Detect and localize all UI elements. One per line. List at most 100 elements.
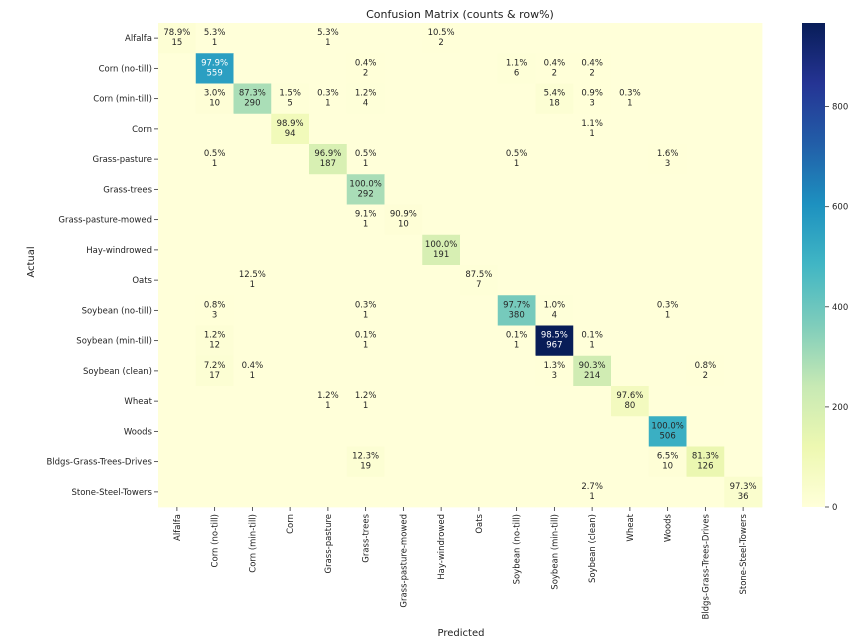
heatmap-cell	[271, 355, 310, 387]
heatmap-cell	[573, 234, 612, 266]
y-tick-label: Corn (no-till)	[99, 64, 152, 74]
y-tick-label: Grass-trees	[103, 185, 152, 195]
heatmap-cell	[233, 265, 272, 296]
cell-count-label: 380	[509, 310, 525, 320]
cell-percent-label: 100.0%	[349, 179, 381, 189]
heatmap-cell	[309, 476, 348, 508]
cell-percent-label: 12.3%	[352, 452, 379, 462]
heatmap-cell	[535, 113, 574, 145]
heatmap-cell	[271, 174, 310, 205]
heatmap-cell	[724, 416, 763, 447]
cell-count-label: 191	[433, 250, 449, 260]
cell-percent-label: 0.4%	[544, 58, 566, 68]
heatmap-cell	[724, 446, 763, 478]
heatmap-cell	[309, 355, 348, 387]
heatmap-cell	[724, 325, 763, 357]
heatmap-cell	[648, 476, 687, 508]
heatmap-cell	[309, 446, 348, 478]
heatmap-cell	[724, 204, 763, 236]
cell-percent-label: 1.0%	[544, 300, 566, 310]
x-tick-label: Hay-windrowed	[437, 514, 447, 580]
cell-count-label: 4	[363, 99, 368, 109]
heatmap-cell	[422, 23, 461, 54]
heatmap-cell	[346, 144, 385, 175]
heatmap-cell	[611, 144, 650, 175]
heatmap-cell	[233, 476, 272, 508]
heatmap-cell	[422, 265, 461, 296]
cell-percent-label: 97.7%	[503, 300, 530, 310]
heatmap-cell	[233, 416, 272, 447]
heatmap-cell	[648, 386, 687, 417]
heatmap-cell	[158, 144, 197, 175]
x-tick-label: Woods	[664, 513, 674, 542]
heatmap-cell	[573, 386, 612, 417]
chart-title: Confusion Matrix (counts & row%)	[366, 8, 554, 21]
cell-count-label: 10	[662, 462, 673, 472]
heatmap-cell	[384, 386, 423, 417]
heatmap-cell	[460, 204, 499, 236]
heatmap-cell	[573, 476, 612, 508]
heatmap-cell	[686, 53, 725, 84]
heatmap-cell	[460, 446, 499, 478]
colorbar-tick-label: 600	[832, 203, 848, 213]
heatmap-cell	[233, 386, 272, 417]
heatmap-cell	[724, 295, 763, 326]
heatmap-cell	[611, 53, 650, 84]
heatmap-cell	[384, 325, 423, 357]
x-tick-label: Grass-pasture	[324, 514, 334, 574]
heatmap-cell	[535, 476, 574, 508]
heatmap-cell	[648, 265, 687, 296]
cell-count-label: 1	[363, 401, 368, 411]
cell-percent-label: 87.5%	[465, 270, 492, 280]
heatmap-cell	[611, 234, 650, 266]
heatmap-cell	[497, 476, 536, 508]
x-tick-label: Grass-pasture-mowed	[399, 514, 409, 608]
heatmap-cell	[535, 23, 574, 54]
x-axis-label: Predicted	[438, 628, 485, 639]
heatmap-cell	[195, 325, 234, 357]
cell-count-label: 12	[209, 341, 220, 351]
heatmap-cell	[460, 476, 499, 508]
x-tick-label: Oats	[475, 513, 485, 533]
heatmap-cell	[611, 446, 650, 478]
cell-percent-label: 1.1%	[506, 58, 528, 68]
x-tick-label: Soybean (min-till)	[550, 514, 560, 590]
cell-count-label: 1	[627, 99, 632, 109]
heatmap-cell	[233, 446, 272, 478]
heatmap-cell	[497, 234, 536, 266]
colorbar-tick-label: 0	[832, 503, 837, 513]
x-tick-label: Corn (min-till)	[248, 514, 258, 573]
heatmap-cell	[460, 386, 499, 417]
cell-count-label: 1	[589, 341, 594, 351]
heatmap-cell	[535, 144, 574, 175]
heatmap-cell	[271, 416, 310, 447]
heatmap-cell	[346, 83, 385, 115]
x-axis-tick-labels: Alfalfa Corn (no-till) Corn (min-till) Corn…	[173, 507, 749, 620]
heatmap-cell	[346, 386, 385, 417]
heatmap-cell	[158, 386, 197, 417]
heatmap-cell	[346, 174, 385, 205]
cell-percent-label: 0.5%	[204, 149, 226, 159]
cell-count-label: 290	[244, 99, 260, 109]
x-tick-label: Wheat	[626, 513, 636, 541]
heatmap-cell	[309, 144, 348, 175]
heatmap-cell	[648, 23, 687, 54]
colorbar-ticks: 0 200 400 600 800	[825, 103, 848, 513]
cell-count-label: 1	[363, 310, 368, 320]
cell-count-label: 94	[285, 129, 296, 139]
cell-count-label: 6	[514, 68, 519, 78]
heatmap-cell	[686, 446, 725, 478]
heatmap-cell	[535, 234, 574, 266]
heatmap-cell	[648, 174, 687, 205]
heatmap-cell	[535, 83, 574, 115]
heatmap-cell	[384, 53, 423, 84]
heatmap-cell	[611, 416, 650, 447]
cell-percent-label: 97.9%	[201, 58, 228, 68]
cell-count-label: 506	[660, 431, 676, 441]
heatmap-cell	[611, 204, 650, 236]
cell-percent-label: 0.4%	[242, 361, 264, 371]
cell-count-label: 4	[552, 310, 557, 320]
heatmap-cell	[158, 295, 197, 326]
heatmap-cell	[422, 204, 461, 236]
heatmap-cell	[497, 23, 536, 54]
